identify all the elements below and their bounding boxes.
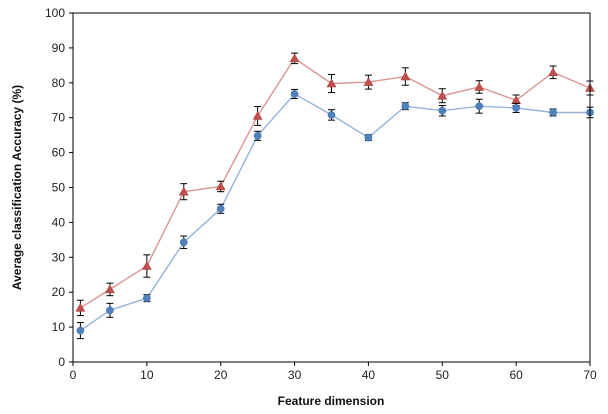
- data-point-triangle: [437, 90, 448, 100]
- y-tick-label: 80: [52, 76, 66, 90]
- data-point-triangle: [548, 67, 558, 77]
- data-point-triangle: [105, 284, 115, 294]
- series-layer: [75, 52, 595, 340]
- data-point-circle: [438, 106, 447, 115]
- data-point-circle: [76, 326, 85, 335]
- data-point-circle: [475, 102, 484, 111]
- data-point-triangle: [326, 78, 337, 88]
- data-point-circle: [216, 204, 225, 213]
- y-tick-label: 30: [52, 250, 66, 264]
- data-point-triangle: [141, 261, 152, 270]
- data-point-circle: [290, 90, 299, 98]
- data-point-circle: [327, 111, 336, 119]
- y-tick-label: 40: [52, 215, 66, 229]
- series-circle: [76, 88, 594, 340]
- data-point-triangle: [75, 302, 86, 312]
- data-point-triangle: [289, 53, 300, 63]
- x-axis-title: Feature dimension: [278, 394, 385, 408]
- x-tick-label: 10: [140, 368, 154, 382]
- series-line: [80, 57, 591, 309]
- x-tick-label: 60: [509, 368, 523, 382]
- data-point-circle: [106, 306, 114, 315]
- data-point-triangle: [252, 110, 263, 120]
- data-point-circle: [253, 131, 262, 140]
- data-point-triangle: [400, 71, 411, 81]
- x-tick-label: 40: [362, 368, 376, 382]
- y-tick-label: 20: [52, 285, 66, 299]
- y-tick-label: 50: [52, 181, 66, 195]
- x-tick-label: 20: [214, 368, 228, 382]
- y-tick-label: 60: [52, 146, 66, 160]
- data-point-triangle: [178, 186, 189, 196]
- data-point-circle: [512, 104, 520, 112]
- series-line: [80, 93, 590, 332]
- data-point-triangle: [474, 81, 485, 91]
- plot-frame: [72, 12, 591, 363]
- x-tick-label: 30: [288, 368, 302, 382]
- data-point-circle: [364, 133, 373, 142]
- data-point-circle: [549, 108, 557, 117]
- y-tick-label: 0: [58, 355, 65, 369]
- x-tick-label: 0: [70, 368, 77, 382]
- data-point-triangle: [363, 77, 374, 86]
- y-tick-label: 10: [52, 320, 66, 334]
- data-point-triangle: [215, 181, 226, 191]
- series-triangle: [75, 52, 595, 317]
- y-tick-label: 70: [52, 111, 66, 125]
- y-axis-title: Average classification Accuracy (%): [10, 85, 24, 290]
- x-tick-label: 50: [436, 368, 450, 382]
- data-point-circle: [401, 102, 410, 111]
- y-tick-label: 90: [52, 41, 66, 55]
- y-tick-label: 100: [45, 6, 65, 20]
- x-tick-label: 70: [583, 368, 597, 382]
- data-point-circle: [179, 238, 188, 247]
- axes-layer: 0 10 20 30 40 50 60 70 0 10 20 30 40 50 60 70 80 90 100: [45, 6, 597, 382]
- data-point-circle: [143, 294, 151, 302]
